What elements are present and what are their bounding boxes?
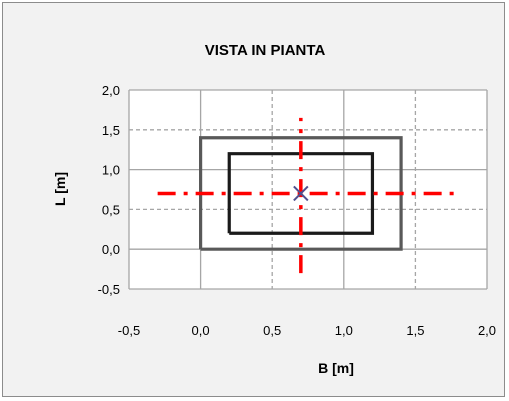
outer-rectangle	[199, 136, 403, 251]
y-tick-label: 1,0	[102, 163, 120, 178]
plan-view-chart: VISTA IN PIANTA B [m] L [m] -0,5 0,0 0,5 1,…	[52, 42, 496, 376]
x-tick-label: 1,0	[335, 323, 353, 338]
x-tick-label: 0,5	[263, 323, 281, 338]
y-tick-label: -0,5	[98, 282, 120, 297]
y-tick-label: 0,5	[102, 202, 120, 217]
center-marker	[293, 185, 309, 202]
chart-frame: VISTA IN PIANTA B [m] L [m] -0,5 0,0 0,5 1,…	[2, 2, 505, 397]
x-axis-title: B [m]	[318, 360, 354, 376]
y-tick-label: 2,0	[102, 83, 120, 98]
x-tick-label: -0,5	[118, 323, 140, 338]
plot-area	[129, 90, 487, 289]
inner-rectangle	[227, 152, 375, 235]
x-tick-label: 2,0	[478, 323, 496, 338]
y-axis-title: L [m]	[52, 172, 68, 206]
x-tick-label: 0,0	[192, 323, 210, 338]
x-tick-label: 1,5	[406, 323, 424, 338]
chart-title: VISTA IN PIANTA	[205, 42, 326, 59]
y-tick-label: 0,0	[102, 242, 120, 257]
y-tick-label: 1,5	[102, 123, 120, 138]
